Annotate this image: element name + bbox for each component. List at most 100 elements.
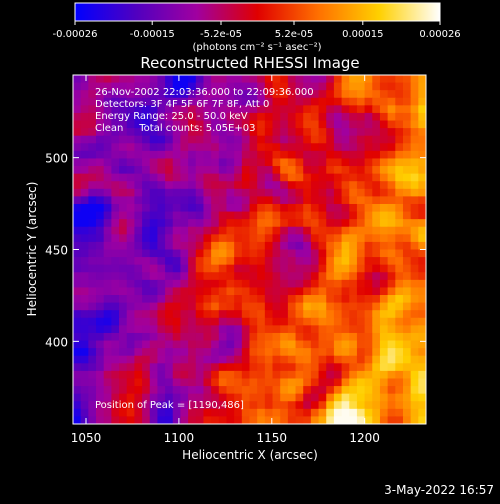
- heatmap-cell: [241, 135, 251, 144]
- heatmap-cell: [333, 128, 343, 137]
- heatmap-cell: [180, 348, 189, 357]
- heatmap-cell: [410, 332, 419, 342]
- heatmap-cell: [226, 105, 235, 114]
- heatmap-cell: [264, 416, 274, 424]
- heatmap-cell: [295, 158, 304, 167]
- heatmap-cell: [280, 264, 289, 273]
- heatmap-cell: [96, 173, 105, 182]
- heatmap-cell: [142, 317, 151, 326]
- heatmap-cell: [126, 302, 135, 311]
- heatmap-cell: [211, 302, 220, 311]
- heatmap-cell: [364, 287, 373, 296]
- heatmap-cell: [310, 257, 320, 266]
- heatmap-cell: [326, 203, 335, 213]
- heatmap-cell: [356, 150, 366, 160]
- heatmap-cell: [295, 264, 304, 273]
- heatmap-cell: [165, 393, 174, 402]
- heatmap-cell: [73, 363, 82, 372]
- heatmap-cell: [264, 188, 274, 197]
- heatmap-cell: [303, 408, 312, 418]
- heatmap-cell: [103, 401, 112, 410]
- heatmap-cell: [111, 211, 120, 220]
- heatmap-cell: [142, 173, 151, 182]
- heatmap-cell: [80, 295, 89, 304]
- heatmap-cell: [165, 226, 174, 235]
- heatmap-cell: [395, 120, 404, 129]
- heatmap-cell: [165, 363, 174, 372]
- heatmap-cell: [356, 97, 366, 106]
- heatmap-cell: [372, 287, 381, 296]
- heatmap-cell: [96, 166, 105, 175]
- heatmap-cell: [280, 363, 289, 372]
- heatmap-cell: [80, 264, 89, 273]
- heatmap-cell: [349, 173, 358, 182]
- heatmap-cell: [326, 226, 335, 235]
- heatmap-cell: [402, 181, 412, 190]
- heatmap-cell: [149, 363, 159, 372]
- heatmap-cell: [103, 120, 112, 129]
- heatmap-cell: [310, 295, 320, 304]
- heatmap-cell: [379, 135, 389, 144]
- heatmap-cell: [310, 181, 320, 190]
- heatmap-cell: [88, 75, 97, 84]
- heatmap-cell: [195, 166, 205, 175]
- heatmap-cell: [295, 219, 304, 228]
- heatmap-cell: [134, 279, 143, 289]
- heatmap-cell: [103, 386, 112, 395]
- heatmap-cell: [410, 370, 419, 380]
- heatmap-cell: [234, 112, 243, 122]
- heatmap-cell: [172, 173, 182, 182]
- heatmap-cell: [80, 173, 89, 182]
- heatmap-cell: [218, 264, 228, 273]
- heatmap-cell: [379, 295, 389, 304]
- heatmap-cell: [310, 128, 320, 137]
- heatmap-cell: [318, 135, 327, 144]
- heatmap-cell: [372, 196, 381, 205]
- heatmap-cell: [303, 249, 312, 258]
- heatmap-cell: [180, 325, 189, 334]
- heatmap-cell: [226, 325, 235, 334]
- heatmap-cell: [341, 135, 350, 144]
- heatmap-cell: [172, 393, 182, 402]
- heatmap-cell: [418, 173, 426, 182]
- heatmap-cell: [410, 105, 419, 114]
- heatmap-cell: [188, 158, 197, 167]
- heatmap-cell: [379, 370, 389, 380]
- heatmap-cell: [126, 279, 135, 289]
- heatmap-cell: [372, 393, 381, 402]
- heatmap-cell: [349, 370, 358, 380]
- heatmap-cell: [180, 143, 189, 152]
- heatmap-cell: [264, 310, 274, 319]
- heatmap-cell: [134, 219, 143, 228]
- heatmap-cell: [126, 173, 135, 182]
- heatmap-cell: [310, 378, 320, 387]
- heatmap-cell: [195, 340, 205, 349]
- heatmap-cell: [234, 105, 243, 114]
- heatmap-cell: [134, 332, 143, 342]
- heatmap-cell: [257, 211, 266, 220]
- heatmap-cell: [126, 150, 135, 160]
- heatmap-cell: [80, 211, 89, 220]
- heatmap-cell: [134, 302, 143, 311]
- heatmap-cell: [134, 363, 143, 372]
- heatmap-cell: [356, 203, 366, 213]
- heatmap-cell: [295, 393, 304, 402]
- heatmap-cell: [249, 317, 258, 326]
- heatmap-cell: [203, 128, 212, 137]
- heatmap-cell: [203, 279, 212, 289]
- heatmap-cell: [234, 363, 243, 372]
- heatmap-cell: [402, 150, 412, 160]
- heatmap-cell: [310, 112, 320, 122]
- heatmap-cell: [234, 128, 243, 137]
- heatmap-cell: [241, 386, 251, 395]
- heatmap-cell: [264, 219, 274, 228]
- heatmap-cell: [172, 272, 182, 281]
- heatmap-cell: [379, 105, 389, 114]
- heatmap-cell: [134, 150, 143, 160]
- heatmap-cell: [410, 295, 419, 304]
- heatmap-cell: [341, 105, 350, 114]
- heatmap-cell: [188, 378, 197, 387]
- heatmap-cell: [402, 75, 412, 84]
- heatmap-cell: [341, 363, 350, 372]
- heatmap-cell: [310, 279, 320, 289]
